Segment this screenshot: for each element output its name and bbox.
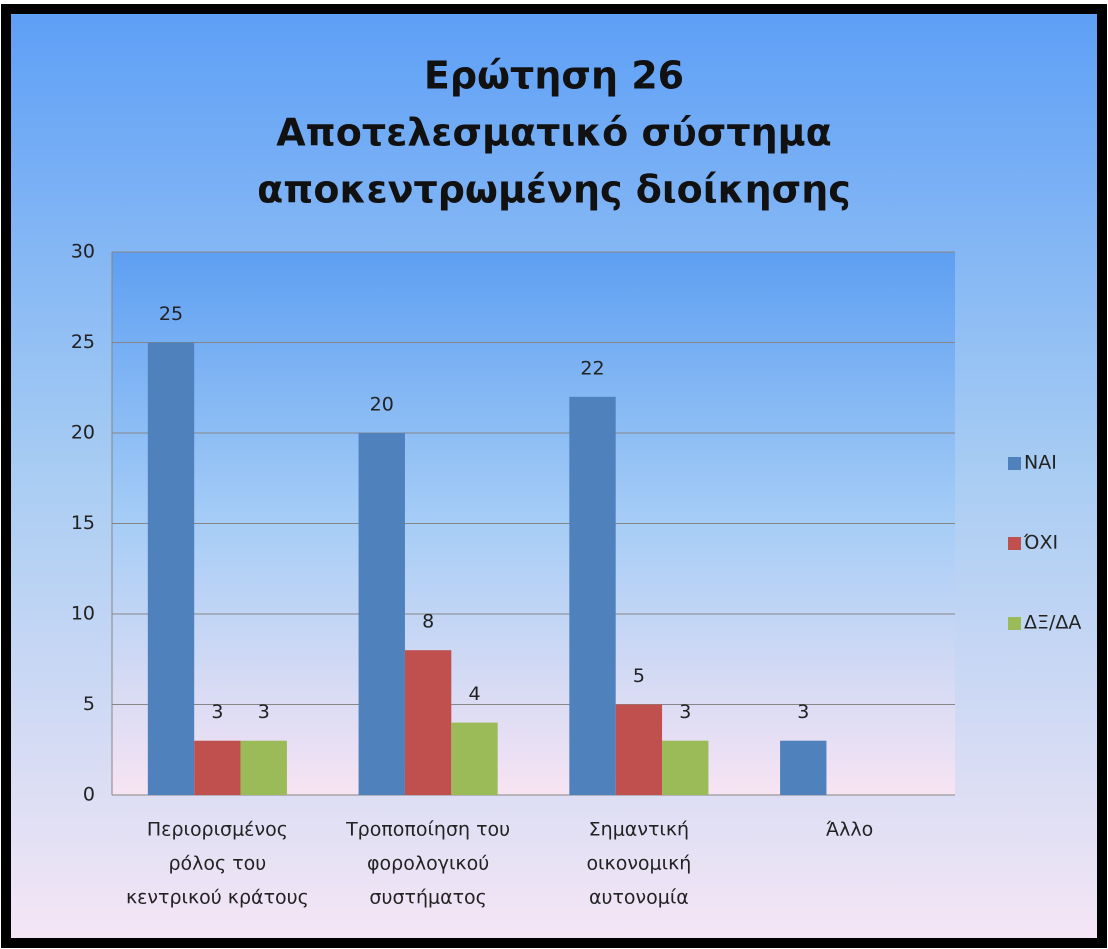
data-label: 5 <box>633 665 645 687</box>
y-tick-label: 5 <box>83 693 95 715</box>
data-label: 4 <box>468 683 480 705</box>
x-tick-label: οικονομική <box>586 853 691 875</box>
bar <box>404 650 452 795</box>
legend-swatch <box>1008 537 1021 550</box>
legend-label: ΌΧΙ <box>1023 532 1058 554</box>
data-label: 3 <box>258 701 270 723</box>
y-tick-label: 25 <box>71 331 95 353</box>
x-tick-label: Σημαντική <box>589 819 689 841</box>
x-tick-label: κεντρικού κράτους <box>126 887 309 909</box>
y-tick-label: 30 <box>71 241 95 263</box>
chart-title: Αποτελεσματικό σύστημα <box>276 111 831 155</box>
data-label: 8 <box>422 611 434 633</box>
data-label: 3 <box>797 701 809 723</box>
data-label: 3 <box>679 701 691 723</box>
bar <box>615 704 663 795</box>
data-label: 3 <box>211 701 223 723</box>
y-tick-label: 0 <box>83 784 95 806</box>
x-tick-label: αυτονομία <box>589 887 689 909</box>
bar <box>780 740 827 795</box>
legend-label: ΔΞ/ΔΑ <box>1024 612 1081 634</box>
y-tick-label: 20 <box>71 422 95 444</box>
bar <box>194 740 241 795</box>
x-tick-label: Άλλο <box>826 819 873 841</box>
x-tick-label: συστήματος <box>369 887 486 909</box>
data-label: 25 <box>159 303 183 325</box>
x-tick-label: Περιορισμένος <box>147 819 288 841</box>
chart-title: αποκεντρωμένης διοίκησης <box>257 168 851 212</box>
data-label: 22 <box>580 357 604 379</box>
legend-swatch <box>1008 617 1021 630</box>
x-tick-label: φορολογικού <box>367 853 489 875</box>
bar <box>240 740 287 795</box>
bar <box>147 342 195 795</box>
bar <box>662 740 709 795</box>
x-tick-label: Τροποποίηση του <box>345 819 510 841</box>
data-label: 20 <box>370 394 394 416</box>
chart-title: Ερώτηση 26 <box>424 54 684 98</box>
legend-swatch <box>1008 457 1021 470</box>
bar <box>358 433 405 795</box>
bar <box>569 396 616 795</box>
legend-label: ΝΑΙ <box>1024 452 1057 474</box>
y-tick-label: 10 <box>71 603 95 625</box>
bar <box>451 722 498 795</box>
x-tick-label: ρόλος του <box>168 853 266 875</box>
y-tick-label: 15 <box>71 512 95 534</box>
